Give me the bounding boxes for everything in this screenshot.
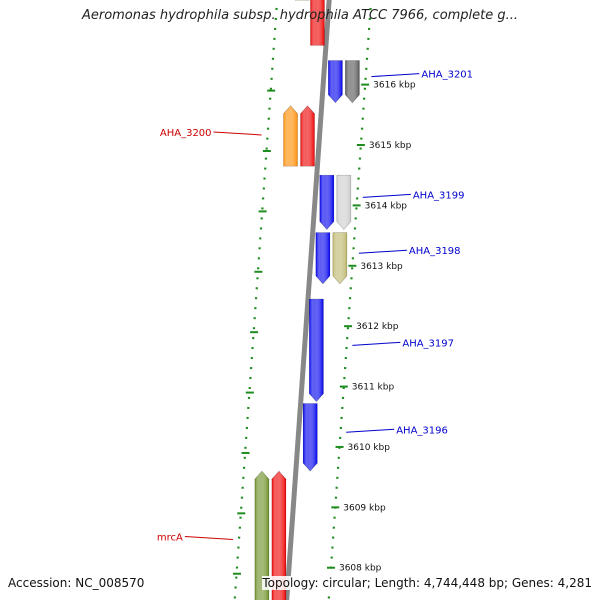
scale-tick-label: 3613 kbp <box>360 262 403 272</box>
gene-label-aha_3197[interactable]: AHA_3197 <box>402 338 454 349</box>
gene-bar[interactable] <box>301 106 315 166</box>
scale-tick-label: 3608 kbp <box>339 564 382 574</box>
scale-tick-label: 3616 kbp <box>373 81 416 91</box>
gene-label-aha_3199[interactable]: AHA_3199 <box>413 190 465 201</box>
gene-bar-aha_3196[interactable] <box>303 403 317 471</box>
gene-bar-aha_3199[interactable] <box>337 175 351 229</box>
gene-gloss <box>345 60 359 102</box>
gene-label-leader <box>359 250 407 253</box>
gene-label-aha_3196[interactable]: AHA_3196 <box>396 425 448 436</box>
scale-tick-label: 3615 kbp <box>369 141 412 151</box>
gene-label-mrca[interactable]: mrcA <box>157 533 183 544</box>
gene-label-leader <box>185 537 233 540</box>
gene-bar-aha_3201[interactable] <box>345 60 359 102</box>
gene-bar[interactable] <box>316 233 330 284</box>
gene-label-aha_3201[interactable]: AHA_3201 <box>421 70 473 81</box>
gene-bar-aha_3198[interactable] <box>333 233 347 284</box>
gene-bar-aha_3200[interactable] <box>284 106 298 166</box>
gene-gloss <box>316 233 330 284</box>
gene-gloss <box>333 233 347 284</box>
gene-label-leader <box>214 132 262 135</box>
gene-bar[interactable] <box>320 175 334 229</box>
scale-tick-label: 3611 kbp <box>352 383 395 393</box>
gene-bar[interactable] <box>328 60 342 102</box>
gene-gloss <box>301 106 315 166</box>
gene-label-leader <box>346 429 394 432</box>
topology-summary: Topology: circular; Length: 4,744,448 bp… <box>262 576 592 590</box>
scale-tick-label: 3614 kbp <box>365 201 408 211</box>
map-title: Aeromonas hydrophila subsp. hydrophila A… <box>0 8 600 23</box>
gene-label-aha_3198[interactable]: AHA_3198 <box>409 246 461 257</box>
gene-gloss <box>284 106 298 166</box>
gene-label-leader <box>371 74 419 77</box>
gene-gloss <box>328 60 342 102</box>
gene-gloss <box>303 403 317 471</box>
gene-label-leader <box>363 194 411 197</box>
scale-tick-label: 3610 kbp <box>348 443 391 453</box>
scale-tick-label: 3609 kbp <box>343 503 386 513</box>
gene-label-leader <box>352 342 400 345</box>
accession-text: Accession: NC_008570 <box>8 576 144 590</box>
scale-tick-label: 3612 kbp <box>356 322 399 332</box>
gene-label-aha_3200[interactable]: AHA_3200 <box>160 128 212 139</box>
gene-gloss <box>309 299 323 402</box>
gene-gloss <box>337 175 351 229</box>
gene-bar-aha_3197[interactable] <box>309 299 323 402</box>
gene-gloss <box>320 175 334 229</box>
